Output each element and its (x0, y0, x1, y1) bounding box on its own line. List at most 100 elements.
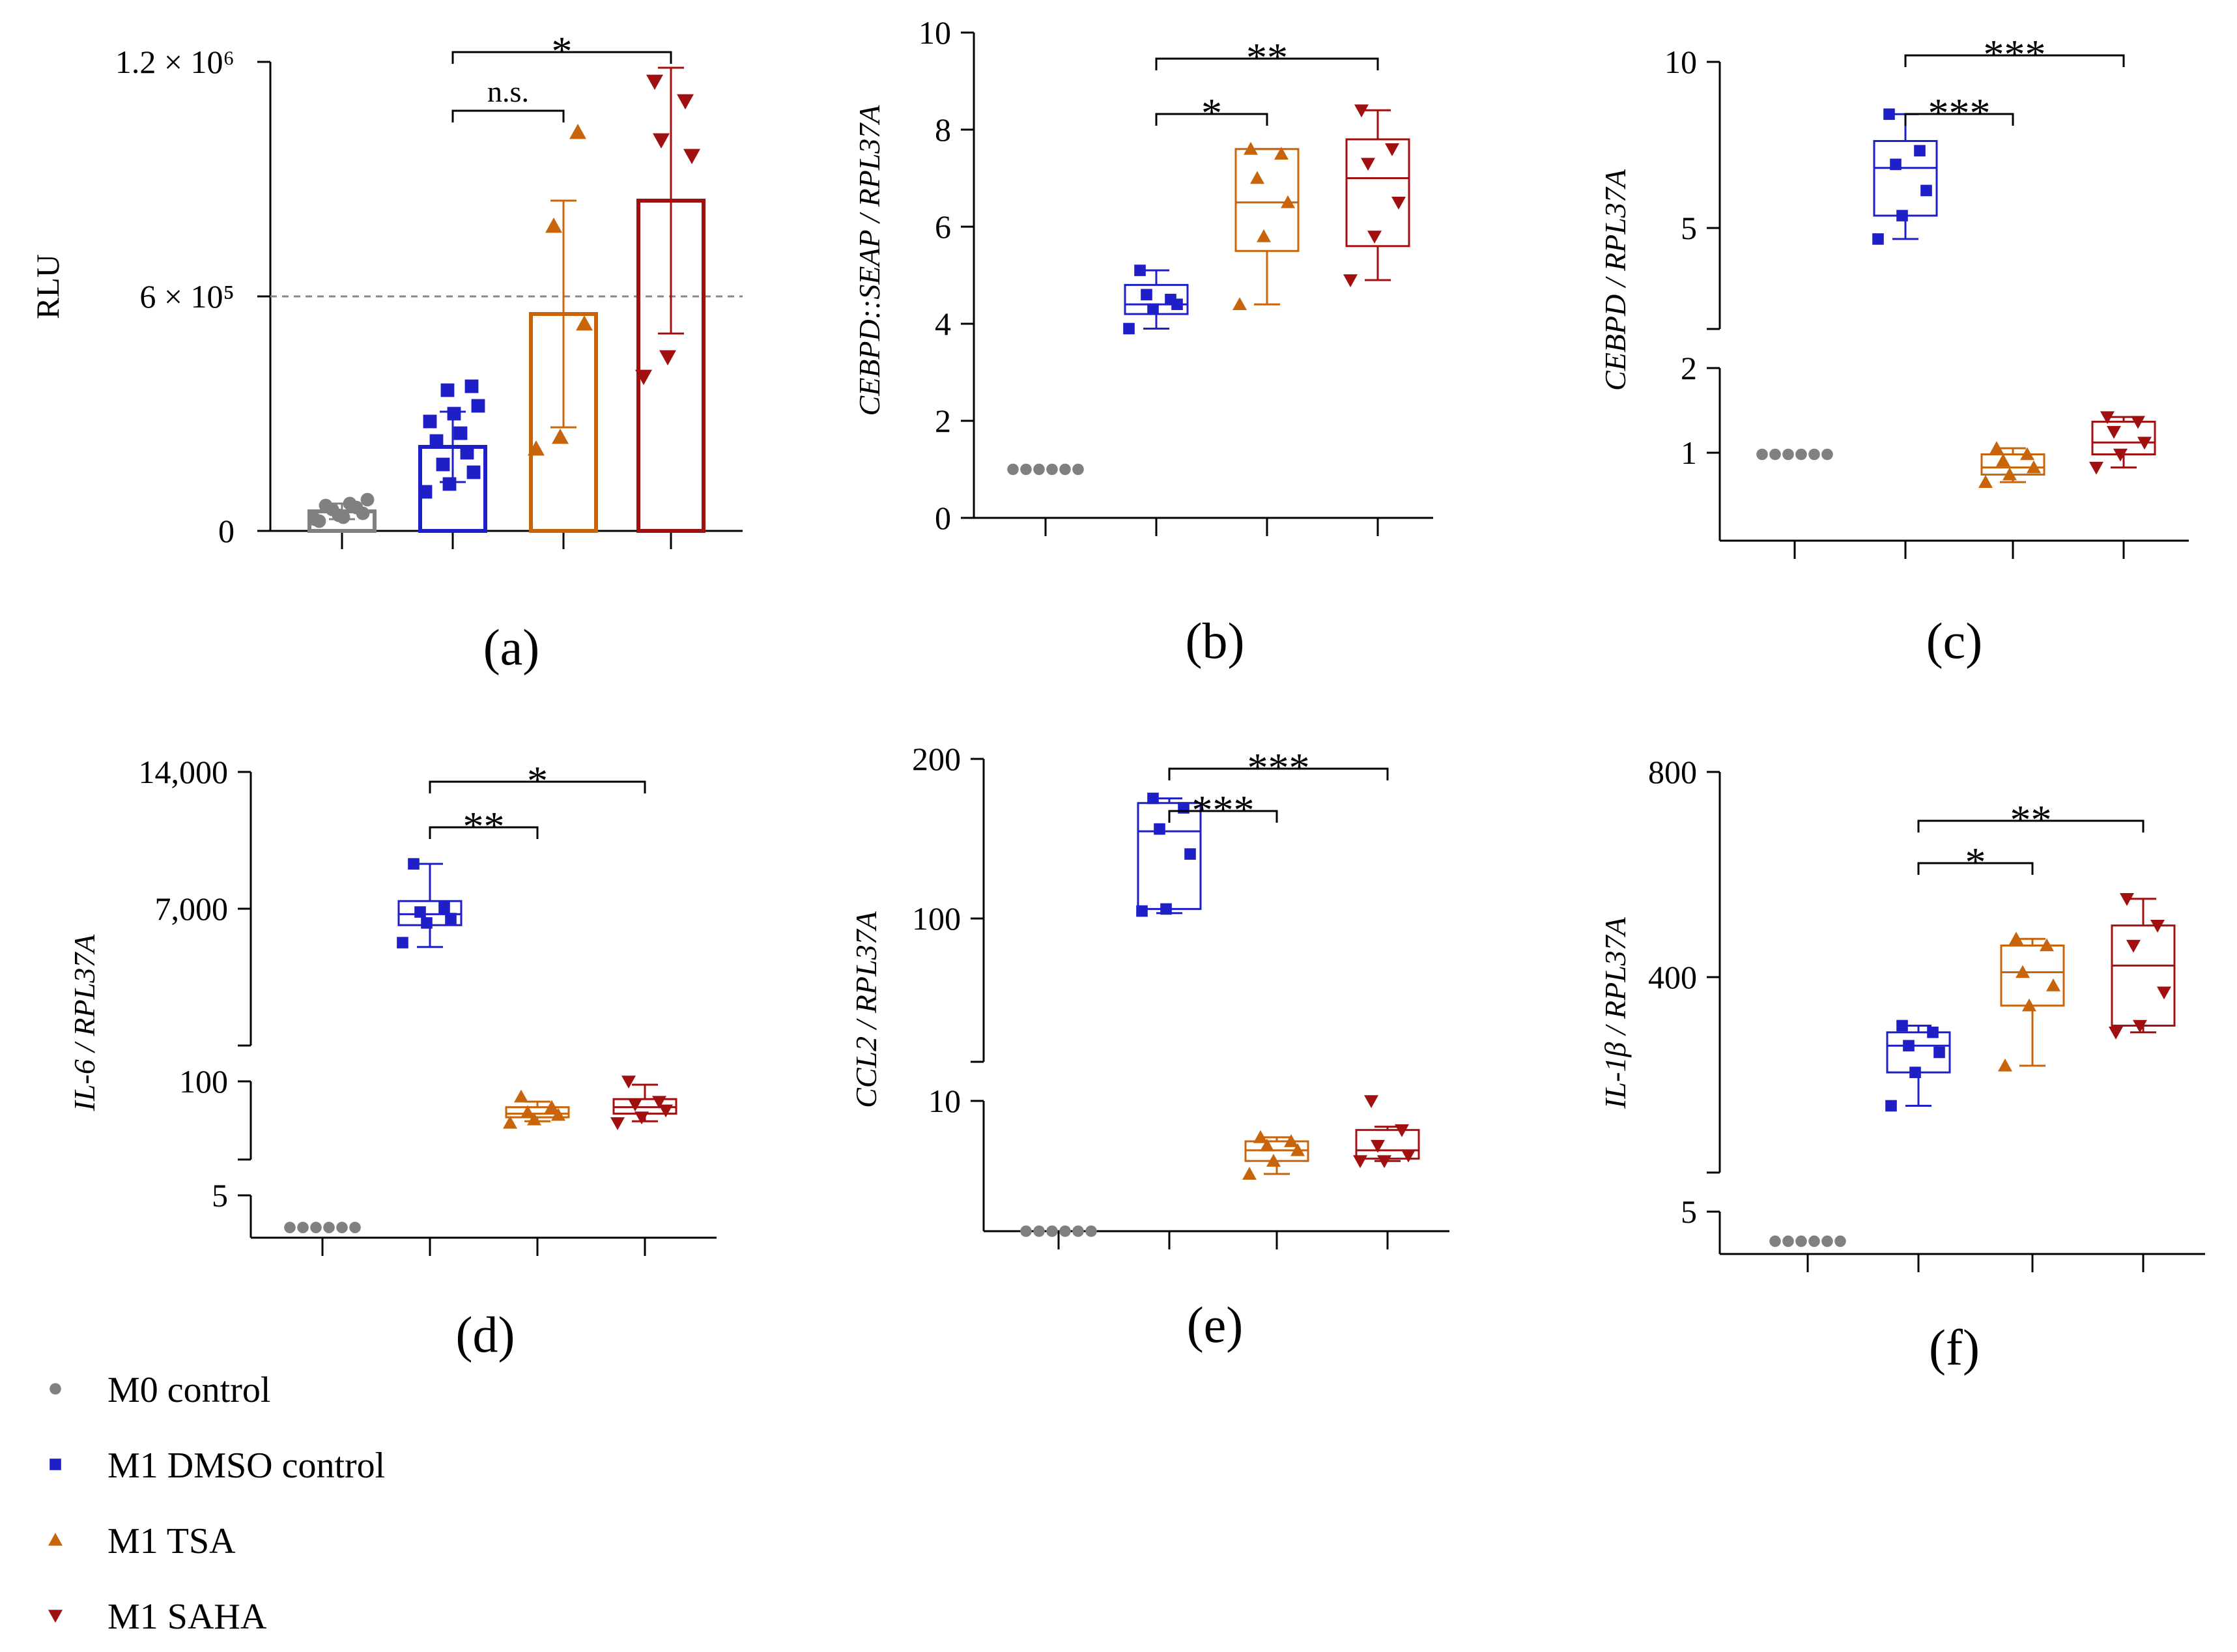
panel-a-m1-dmso-control-point (436, 457, 450, 472)
panel-c-m1-tsa-point (2027, 460, 2041, 474)
panel-e-m1-tsa-point (1266, 1154, 1281, 1167)
panel-f-m1-saha-point (2126, 939, 2141, 953)
panel-a-label: (a) (483, 619, 540, 676)
panel-d-m0-control-point (336, 1221, 348, 1234)
panel-e-m1-dmso-control-point (1184, 848, 1196, 860)
panel-f-m1-dmso-control-point (1933, 1046, 1945, 1059)
panel-a-m1-dmso-control-point (429, 434, 444, 448)
panel-f-significance-label: * (1965, 839, 1986, 885)
panel-b-m0-control-point (1072, 463, 1084, 476)
panel-e-m1-dmso-control-point (1154, 823, 1165, 835)
panel-a-m1-dmso-control-point (453, 426, 468, 440)
panel-e-significance-label: *** (1192, 787, 1255, 833)
panel-f-y-tick-label: 5 (1681, 1193, 1697, 1230)
panel-c-label: (c) (1926, 612, 1983, 669)
panel-c-comparison-bracket (1904, 113, 2014, 126)
panel-c-significance-label: *** (1928, 90, 1991, 136)
panel-a-m1-saha-point (646, 74, 663, 90)
panel-c-comparison-bracket (1904, 54, 2125, 67)
panel-d-label: (d) (456, 1306, 515, 1363)
panel-f-significance-label: ** (2010, 797, 2052, 843)
panel-a-m1-saha-point (635, 369, 652, 385)
panel-b-m0-control-point (1020, 463, 1032, 476)
panel-a-m1-dmso-control-point (466, 465, 481, 479)
panel-d-m1-tsa-point (520, 1105, 535, 1118)
panel-d-m1-saha-point (659, 1104, 673, 1118)
panel-d-comparison-bracket (429, 826, 539, 839)
panel-b-m0-control-point (1007, 463, 1019, 476)
panel-f-m0-control-point (1782, 1235, 1794, 1247)
panel-d-y-tick-label: 100 (179, 1063, 228, 1100)
panel-e-m0-control-point (1046, 1225, 1058, 1237)
panel-e-m1-saha-point (1401, 1149, 1416, 1163)
panel-b-comparison-bracket (1155, 113, 1268, 126)
panel-a-m1-saha-point (653, 133, 670, 149)
panel-f-m1-saha-point (2109, 1026, 2123, 1040)
panel-c-m1-saha-point (2137, 436, 2152, 450)
panel-a-comparison-bracket (451, 51, 672, 64)
panel-c-m0-control-point (1821, 448, 1833, 461)
panel-e-m0-control-point (1085, 1225, 1097, 1237)
panel-e-m1-dmso-control-point (1136, 905, 1148, 917)
panel-b-m1-dmso-control-point (1141, 289, 1152, 301)
panel-f-m0-control-point (1795, 1235, 1807, 1247)
panel-f-m1-dmso-control-point (1909, 1066, 1921, 1079)
panel-c-m1-saha-point (2100, 411, 2115, 425)
panel-c-m1-tsa-point (1978, 475, 1993, 488)
panel-f-m1-saha-box (2111, 924, 2176, 1027)
panel-c-m1-tsa-point (1989, 441, 2004, 454)
panel-b-m1-saha-point (1361, 158, 1375, 171)
panel-a-m0-control-point (360, 492, 375, 507)
panel-d-m0-control-point (310, 1221, 322, 1234)
panel-e-m1-dmso-control-point (1160, 903, 1172, 915)
panel-f-y-tick-label: 400 (1648, 959, 1697, 995)
panel-c-m1-saha-point (2131, 416, 2145, 429)
panel-c-m1-tsa-point (2002, 467, 2017, 481)
panel-f-m1-tsa-point (1998, 1059, 2012, 1072)
panel-a-m1-dmso-control-point (471, 399, 485, 413)
panel-f-m1-saha-point (2150, 919, 2165, 933)
panel-c-y-label: CEBPD / RPL37A (1599, 169, 1632, 391)
legend-marker-4 (48, 1610, 63, 1623)
panel-d-comparison-bracket (429, 780, 646, 793)
panel-d-m1-saha-point (621, 1075, 636, 1089)
panel-c-m1-dmso-control-point (1890, 158, 1902, 171)
panel-e-comparison-bracket (1168, 810, 1278, 823)
panel-b-m1-saha-point (1367, 231, 1382, 244)
panel-f-m1-tsa-point (2022, 998, 2036, 1012)
panel-f-m1-dmso-control-point (1927, 1026, 1939, 1038)
panel-c-m1-saha-point (2107, 425, 2121, 439)
panel-a-m0-control-point (319, 498, 333, 513)
panel-e-m0-control-point (1020, 1225, 1032, 1237)
legend-label-4: M1 SAHA (107, 1597, 267, 1637)
panel-e-comparison-bracket (1168, 767, 1389, 780)
panel-e-y-label: CCL2 / RPL37A (849, 911, 883, 1108)
panel-a-significance-label: n.s. (487, 75, 529, 108)
panel-b-m1-tsa-point (1232, 297, 1247, 310)
panel-a-m0-control-point (336, 510, 350, 524)
panel-d-m1-saha-point (610, 1117, 625, 1130)
panel-d-y-tick-label: 5 (212, 1177, 228, 1214)
panel-a-y-tick-label: 1.2 × 10⁶ (115, 44, 235, 80)
panel-d-m1-saha-point (652, 1096, 666, 1109)
panel-f-m1-tsa-point (2040, 938, 2054, 952)
panel-d-m1-tsa-box (505, 1106, 570, 1118)
panel-e-m1-tsa-point (1242, 1167, 1257, 1180)
panel-e-m1-saha-point (1395, 1124, 1409, 1137)
panel-f-m1-dmso-control-point (1885, 1100, 1897, 1112)
panel-d-y-label: IL-6 / RPL37A (68, 934, 101, 1112)
panel-f-m0-control-point (1808, 1235, 1820, 1247)
panel-d-m1-dmso-control-point (408, 858, 420, 870)
panel-e-m1-tsa-point (1253, 1130, 1268, 1143)
panel-a-m1-dmso-control-point (460, 446, 474, 460)
panel-d-m1-saha-point (634, 1111, 649, 1125)
legend-marker-3 (48, 1533, 63, 1546)
panel-f-m1-dmso-control-point (1903, 1040, 1915, 1052)
panel-d-m1-saha-point (628, 1098, 642, 1112)
panel-d-m0-control-point (349, 1221, 361, 1234)
panel-d-m0-control-point (284, 1221, 296, 1234)
panel-b-m1-dmso-control-point (1165, 293, 1176, 306)
panel-c-m1-dmso-control-box (1873, 139, 1938, 217)
panel-e-m1-saha-point (1353, 1155, 1367, 1169)
panel-e-label: (e) (1187, 1296, 1244, 1353)
